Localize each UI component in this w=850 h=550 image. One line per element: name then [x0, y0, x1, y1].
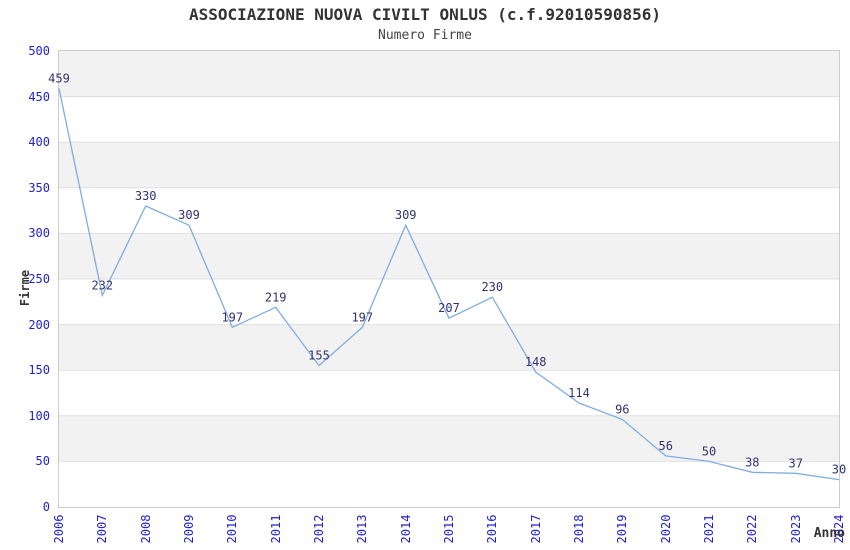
x-tick-label: 2021 [702, 514, 716, 544]
point-label: 207 [438, 301, 460, 315]
point-label: 197 [221, 310, 243, 324]
x-tick-label: 2017 [528, 514, 543, 544]
point-label: 30 [832, 463, 846, 477]
x-tick-label: 2009 [182, 514, 196, 544]
plot-area: 459 232 330 309 197 219 155 197 309 207 230 148 114 9… [48, 50, 846, 508]
x-axis-label: Anno [813, 526, 845, 541]
grid-band [59, 415, 839, 462]
y-tick-label: 100 [28, 408, 50, 423]
grid-band [59, 233, 839, 279]
grid-band [59, 51, 839, 97]
y-tick-label: 350 [28, 180, 50, 195]
point-label: 148 [525, 355, 547, 369]
point-label: 96 [615, 402, 629, 416]
x-tick-label: 2013 [355, 514, 370, 544]
grid-band [59, 142, 839, 188]
point-label: 309 [178, 208, 200, 222]
point-label: 197 [351, 310, 373, 324]
x-tick-label: 2016 [485, 514, 500, 544]
y-tick-label: 200 [28, 317, 50, 332]
x-tick-label: 2019 [615, 514, 630, 544]
point-label: 330 [135, 189, 157, 203]
point-label: 232 [91, 278, 113, 292]
y-axis-label: Firme [18, 269, 32, 307]
grid-band [59, 324, 839, 371]
point-label: 56 [658, 439, 672, 453]
x-tick-label: 2007 [95, 514, 110, 544]
x-tick-label: 2020 [658, 514, 673, 544]
x-tick-label: 2022 [745, 514, 760, 544]
data-line [58, 88, 840, 481]
y-tick-label: 300 [28, 226, 50, 241]
y-tick-label: 400 [28, 135, 50, 150]
x-tick-label: 2014 [398, 514, 413, 544]
y-tick-label: 0 [42, 500, 50, 514]
point-label: 50 [702, 444, 716, 458]
chart-subtitle: Numero Firme [378, 28, 472, 43]
y-tick-label: 500 [28, 44, 50, 58]
y-tick-label: 250 [28, 272, 50, 286]
x-tick-label: 2006 [52, 514, 66, 544]
chart-title: ASSOCIAZIONE NUOVA CIVILT ONLUS (c.f.920… [188, 5, 661, 24]
y-tick-label: 150 [28, 363, 50, 378]
x-tick-label: 2010 [225, 514, 240, 544]
y-tick-label: 450 [28, 89, 50, 104]
x-tick-label: 2018 [572, 514, 586, 544]
point-label: 219 [265, 290, 287, 304]
x-tick-label: 2008 [138, 514, 153, 544]
point-label: 37 [788, 456, 802, 470]
x-tick-label: 2012 [312, 514, 326, 544]
point-label: 114 [568, 386, 590, 400]
x-tick-label: 2015 [442, 514, 456, 544]
point-label: 309 [395, 208, 417, 222]
x-tick-label: 2011 [268, 514, 283, 544]
point-label: 155 [308, 349, 330, 363]
y-tick-label: 50 [35, 454, 50, 469]
point-label: 38 [745, 455, 759, 469]
point-label: 459 [48, 71, 70, 85]
point-label: 230 [481, 280, 503, 294]
x-tick-label: 2023 [788, 514, 803, 544]
